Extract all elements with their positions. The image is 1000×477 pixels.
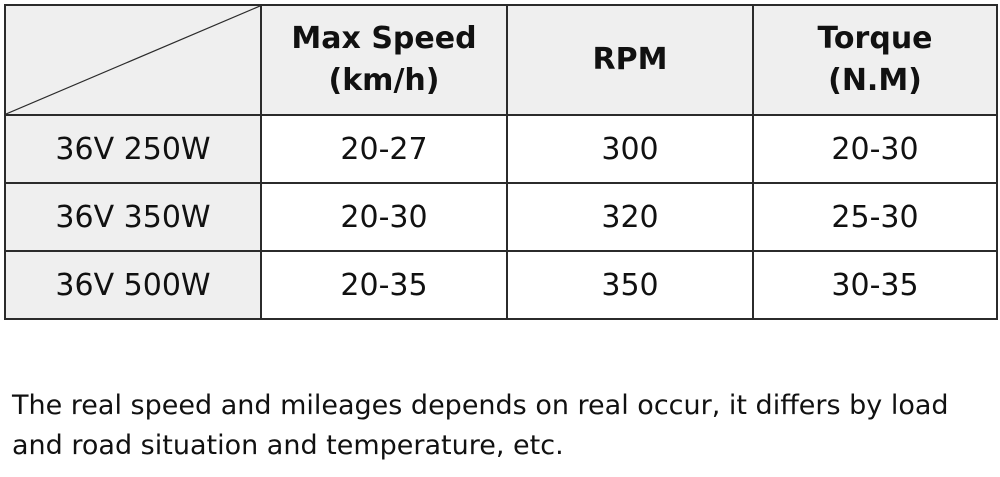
row-label: 36V 500W: [4, 250, 262, 320]
cell-rpm: 300: [506, 114, 754, 184]
header-rpm-title: RPM: [592, 42, 668, 77]
row-label: 36V 350W: [4, 182, 262, 252]
cell-max-speed: 20-27: [260, 114, 508, 184]
table-row: 36V 350W 20-30 320 25-30: [4, 182, 998, 252]
header-torque-title: Torque: [817, 21, 933, 56]
corner-cell: [4, 4, 262, 116]
table-row: 36V 250W 20-27 300 20-30: [4, 114, 998, 184]
row-label: 36V 250W: [4, 114, 262, 184]
cell-max-speed: 20-35: [260, 250, 508, 320]
cell-torque: 20-30: [752, 114, 998, 184]
header-max-speed-unit: (km/h): [328, 63, 440, 98]
header-max-speed-title: Max Speed: [291, 21, 477, 56]
footnote-line-2: and road situation and temperature, etc.: [12, 430, 564, 461]
table-header-row: Max Speed (km/h) RPM Torque (N.M): [4, 4, 998, 116]
table-row: 36V 500W 20-35 350 30-35: [4, 250, 998, 320]
header-torque: Torque (N.M): [752, 4, 998, 116]
header-max-speed: Max Speed (km/h): [260, 4, 508, 116]
cell-rpm: 320: [506, 182, 754, 252]
cell-torque: 30-35: [752, 250, 998, 320]
footnote-line-1: The real speed and mileages depends on r…: [12, 390, 949, 421]
footnote-text: The real speed and mileages depends on r…: [12, 386, 992, 466]
cell-max-speed: 20-30: [260, 182, 508, 252]
header-rpm: RPM: [506, 4, 754, 116]
cell-torque: 25-30: [752, 182, 998, 252]
header-torque-unit: (N.M): [828, 63, 922, 98]
cell-rpm: 350: [506, 250, 754, 320]
motor-spec-table: Max Speed (km/h) RPM Torque (N.M) 36V 25…: [4, 4, 998, 320]
diagonal-divider: [6, 6, 260, 114]
